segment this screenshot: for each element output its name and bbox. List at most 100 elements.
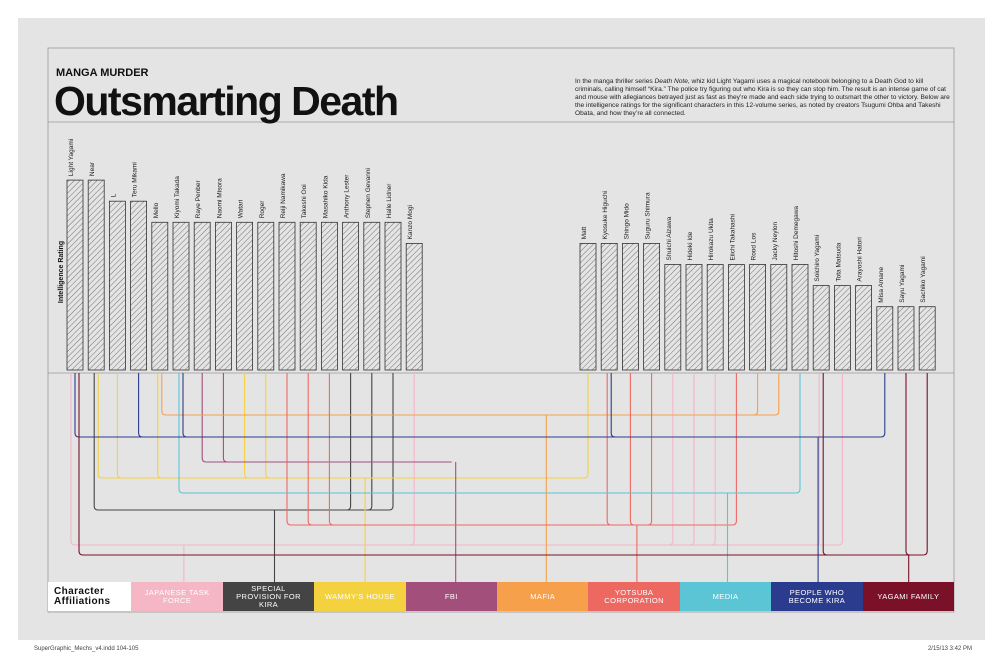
legend-item: WAMMY’S HOUSE bbox=[314, 582, 406, 611]
bar bbox=[791, 264, 809, 371]
bar-label: Kanzo Mogi bbox=[407, 205, 414, 239]
bar-label: Near bbox=[89, 161, 96, 176]
bar-label: Sachiko Yagami bbox=[920, 256, 927, 302]
bar-label: Matt bbox=[581, 227, 588, 240]
bar bbox=[299, 221, 317, 371]
bar-label: Kiyomi Takada bbox=[174, 176, 181, 219]
bar-label: Hitoshi Demegawa bbox=[793, 206, 800, 261]
bar-label: Shuichi Aizawa bbox=[666, 216, 673, 260]
bar bbox=[87, 179, 105, 371]
bar bbox=[749, 264, 766, 371]
chart-title: Outsmarting Death bbox=[54, 78, 399, 124]
connector bbox=[795, 373, 801, 494]
bar bbox=[706, 264, 724, 371]
bar bbox=[405, 242, 423, 371]
bar-label: Tota Matsuda bbox=[835, 242, 842, 281]
connector-group bbox=[78, 373, 928, 582]
connector-group bbox=[161, 373, 780, 582]
legend-item: PEOPLE WHO BECOME KIRA bbox=[771, 582, 863, 611]
bar-label: Anthony Lester bbox=[344, 174, 351, 219]
bar-label: Light Yagami bbox=[68, 139, 75, 176]
connector-group bbox=[74, 373, 886, 582]
bar-label: Hideki Ide bbox=[687, 231, 694, 260]
legend-item: MAFIA bbox=[497, 582, 589, 611]
legend-title: Character Affiliations bbox=[48, 582, 132, 611]
connector-group bbox=[97, 373, 589, 582]
legend-item: YOTSUBA CORPORATION bbox=[588, 582, 680, 611]
bar-label: Suguru Shimura bbox=[645, 192, 652, 239]
bar-label: Watari bbox=[238, 200, 245, 219]
bar-label: Mello bbox=[153, 202, 160, 218]
bar bbox=[728, 264, 745, 371]
bar bbox=[342, 221, 360, 371]
bar bbox=[130, 200, 148, 371]
connector-group bbox=[70, 373, 843, 582]
description: In the manga thriller series Death Note,… bbox=[575, 78, 951, 118]
connector bbox=[838, 373, 843, 546]
footer-file: SuperGraphic_Mechs_v4.indd 104-105 bbox=[34, 646, 139, 652]
bar bbox=[66, 179, 84, 371]
legend-item: YAGAMI FAMILY bbox=[862, 582, 955, 611]
connector bbox=[388, 373, 394, 511]
bar bbox=[876, 306, 894, 371]
bar bbox=[257, 221, 275, 371]
bar-label: Hirokazu Ukita bbox=[708, 218, 715, 261]
bar bbox=[834, 285, 851, 371]
bar-label: Teru Mikami bbox=[132, 162, 139, 197]
connector bbox=[97, 373, 103, 479]
legend: Character Affiliations JAPANESE TASK FOR… bbox=[48, 582, 955, 611]
bar bbox=[151, 221, 169, 371]
connector bbox=[93, 373, 99, 511]
bar-label: Masahiko Kida bbox=[322, 175, 329, 218]
connector bbox=[78, 373, 84, 556]
bar bbox=[812, 285, 830, 371]
description-text: Death Note bbox=[654, 78, 688, 85]
bar-label: Naomi Misora bbox=[216, 178, 223, 218]
bar-label: Jacky Neylon bbox=[772, 221, 779, 260]
connector bbox=[74, 373, 80, 438]
bar bbox=[855, 285, 872, 371]
bar-label: Soichiro Yagami bbox=[814, 235, 821, 282]
connector-group bbox=[93, 373, 394, 582]
legend-item: MEDIA bbox=[679, 582, 772, 611]
bar-label: Kyosuke Higuchi bbox=[602, 191, 609, 239]
bar-label: Arayoshi Hatori bbox=[857, 237, 864, 281]
bar bbox=[770, 264, 788, 371]
bar bbox=[236, 221, 254, 371]
bar bbox=[918, 306, 936, 371]
connector bbox=[583, 373, 589, 479]
bar-label: Sayu Yagami bbox=[899, 265, 906, 303]
bar bbox=[320, 221, 338, 371]
bar-label: Roger bbox=[259, 200, 266, 219]
connector bbox=[732, 373, 737, 526]
connector bbox=[70, 373, 76, 546]
description-text: , whiz kid Light Yagami uses a magical n… bbox=[575, 78, 950, 117]
connector bbox=[774, 373, 780, 416]
bar bbox=[363, 221, 381, 371]
bar-label: Raye Penber bbox=[195, 180, 202, 219]
bar bbox=[278, 221, 296, 371]
bar bbox=[664, 264, 682, 371]
bar-label: Reiji Namikawa bbox=[280, 173, 287, 218]
bar bbox=[214, 221, 232, 371]
bars: Light Yagami Near L Teru Mikami Mello Kiyomi … bbox=[66, 139, 936, 371]
frame bbox=[47, 47, 955, 613]
bar bbox=[897, 306, 915, 371]
bar bbox=[384, 221, 402, 371]
connector bbox=[286, 373, 292, 526]
description-text: In the manga thriller series bbox=[575, 78, 655, 85]
bar bbox=[193, 221, 211, 371]
connector bbox=[880, 373, 886, 438]
bar bbox=[643, 242, 660, 371]
y-axis-label: Intelligence Rating bbox=[58, 241, 65, 303]
bar-label: Takeshi Ooi bbox=[301, 184, 308, 218]
bar bbox=[109, 200, 126, 371]
bar bbox=[579, 242, 597, 371]
connector-group bbox=[178, 373, 801, 582]
bar-label: Halle Lidner bbox=[386, 183, 393, 219]
legend-item: SPECIAL PROVISION FOR KIRA bbox=[222, 582, 315, 611]
connector bbox=[923, 373, 928, 556]
kicker: MANGA MURDER bbox=[56, 67, 149, 79]
